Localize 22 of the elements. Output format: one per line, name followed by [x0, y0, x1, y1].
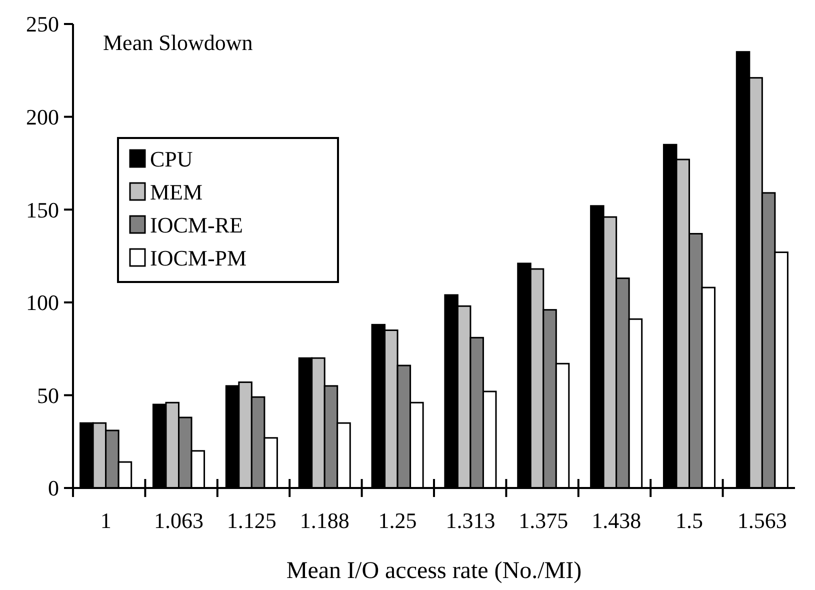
y-tick-label: 0 — [48, 476, 59, 501]
x-tick-label: 1.313 — [446, 508, 496, 533]
y-tick-label: 100 — [26, 290, 59, 316]
x-tick-label: 1.563 — [737, 508, 787, 533]
x-tick-label: 1.188 — [300, 508, 350, 533]
y-tick-label: 50 — [37, 382, 59, 408]
chart-title: Mean Slowdown — [103, 30, 253, 55]
x-tick-label: 1.5 — [676, 508, 704, 533]
legend-label: IOCM-PM — [150, 246, 247, 271]
x-axis-title: Mean I/O access rate (No./MI) — [286, 558, 582, 584]
legend-label: CPU — [150, 146, 193, 172]
x-tick-label: 1 — [100, 508, 112, 533]
x-tick-label: 1.375 — [518, 508, 568, 533]
y-tick-label: 150 — [26, 197, 59, 222]
y-tick-label: 200 — [26, 104, 59, 130]
x-tick-label: 1.125 — [226, 508, 276, 533]
legend-label: IOCM-RE — [150, 212, 243, 238]
x-tick-label: 1.063 — [154, 508, 204, 533]
y-tick-label: 250 — [26, 12, 59, 37]
x-tick-label: 1.438 — [592, 508, 642, 533]
legend-label: MEM — [150, 180, 203, 205]
x-tick-label: 1.25 — [378, 508, 417, 533]
